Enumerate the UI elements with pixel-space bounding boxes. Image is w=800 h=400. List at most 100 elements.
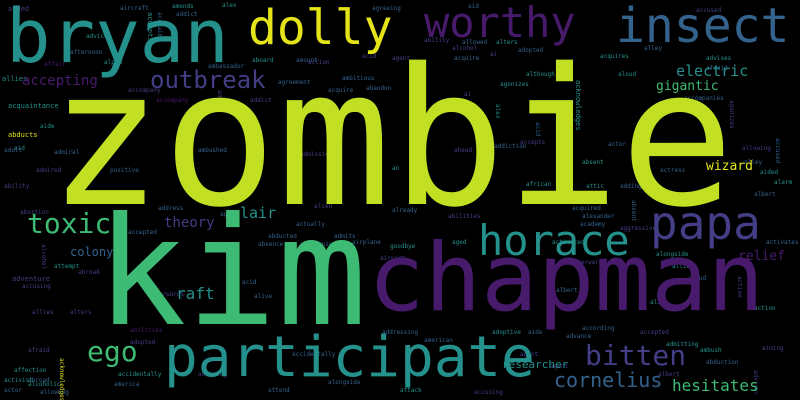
word-african: african [526,181,552,188]
word-agonizes: agonizes [500,81,529,88]
word-agency: agent [520,351,539,358]
word-insect: insect [616,0,790,54]
word-abuse: absent [582,159,604,166]
word-act: acid [362,53,377,60]
word-afternoon: afternoon [70,49,103,56]
word-zombie: zombie [48,28,735,249]
word-alongside: alongside [328,379,361,386]
word-according: according [582,325,615,332]
word-lair: lair [240,204,277,222]
word-accident: accidentally [292,351,336,358]
word-allies2: allies [32,309,54,316]
word-colony: colony [70,245,114,259]
word-activated: activated [552,239,585,246]
word-already: already [392,207,418,214]
word-advisor-v: advisor [752,370,759,396]
word-gigantic: gigantic [656,79,719,94]
word-admiral: admiral [54,149,80,156]
word-alter: alters [496,39,518,46]
word-ai: ai [464,91,472,98]
word-albert: albert [658,371,680,378]
word-abducts: abducts [8,131,38,139]
word-aided: aided [8,5,30,13]
word-acid: acid [242,279,257,286]
word-addict: addict [176,11,198,18]
word-alcohol: alcohol [452,45,478,52]
word-relief: relief [738,249,785,264]
word-positive: positive [110,167,139,174]
word-albert-v: albert [546,286,553,308]
word-ahead: ahead [454,147,473,154]
word-actress: actress [660,167,686,174]
word-adoptive: adoptive [492,329,521,336]
word-adding: adding [620,183,642,190]
word-chapman: chapman [368,224,765,333]
word-absence: absence [258,241,284,248]
word-activity: actor [4,387,23,394]
word-cornelius: cornelius [554,368,663,392]
word-absolute: abilities [130,327,163,334]
word-worthy: worthy [424,0,576,47]
word-air: ai [490,51,498,58]
word-abducted: abducted [268,233,297,240]
word-afraid: afraid [706,65,728,72]
word-aided2: aided [760,169,779,176]
word-abortion: abortion [20,209,49,216]
word-accompany2: accompany [156,97,189,104]
word-action2: action [308,59,330,66]
word-abigail: abilities [448,213,481,220]
word-bitten: bitten [585,339,687,372]
word-dolly: dolly [248,0,393,56]
word-horace: horace [478,216,630,265]
word-alerted: adult [4,147,23,154]
word-agreement: agreement [278,79,311,86]
word-accusing2: accusing [474,389,503,396]
word-alleged: alley [744,159,763,166]
word-ability: ability [424,37,450,44]
word-academy: academy [580,221,606,228]
word-raft: raft [176,284,215,303]
word-ego: ego [87,335,138,368]
word-ambush: ambush [700,347,722,354]
word-affection: affection [14,367,47,374]
word-acknowledges: acknowledges [574,80,582,131]
word-amount: amount [296,57,318,64]
word-abusive-v: absent [630,200,637,222]
word-activates: activates [766,239,799,246]
word-aide2: aide [528,329,543,336]
word-adventure2: accusing [22,283,51,290]
word-hesitates: hesitates [672,376,759,395]
word-airplane: airplane [352,239,381,246]
word-afraid2: afraid [28,347,50,354]
word-afterwards: afterwards [570,259,607,266]
word-allowing2: allowing [40,389,69,396]
word-adopting: adopted [130,339,156,346]
word-aggressive: aggressive [620,225,657,232]
word-attentive: attempt [54,263,80,270]
word-alcove-v: alcohol [40,244,47,270]
word-albert2: albert [754,191,776,198]
word-addition: addiction [494,143,527,150]
word-advance: advance [566,333,592,340]
word-alex: alex [222,2,237,9]
word-ability2: ability [4,183,30,190]
word-advises: advises [706,55,732,62]
word-aboard: aboard [252,57,274,64]
word-aloud: aloud [688,275,707,282]
word-alive: alive [254,293,273,300]
word-toxic: toxic [27,207,112,240]
word-action: action [754,305,776,312]
word-acid-v: acid [534,122,541,137]
word-attack: attack [400,387,422,394]
word-aged: aged [452,239,467,246]
word-accusing: accusing [198,371,227,378]
word-alex-v: alex [494,104,501,119]
word-america: america [114,381,140,388]
word-alone: aide [40,123,55,130]
word-address: address [158,205,184,212]
word-participate: participate [164,325,535,390]
word-activate: activate [206,241,235,248]
word-researcher: researcher [502,358,569,371]
word-aftermath: afterwards [148,291,185,298]
